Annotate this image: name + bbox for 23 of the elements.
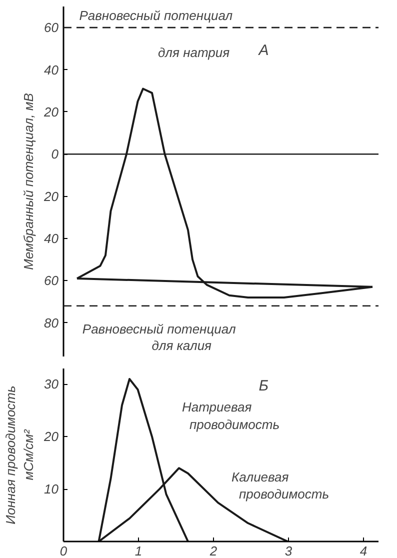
ref-line-label: Равновесный потенциал для калия [82, 322, 236, 354]
y-tick-label: 20 [43, 429, 60, 444]
y-tick-label: 10 [44, 482, 60, 497]
y-tick-label: 60 [44, 273, 60, 288]
y-axis-title: Мембранный потенциал, мВ [21, 92, 36, 270]
series-label: Калиевая проводимость [232, 469, 330, 502]
y-tick-label: 20 [43, 104, 60, 120]
annotation: А [258, 42, 269, 59]
y-tick-label: 30 [44, 376, 60, 392]
text: Натриевая проводимость [182, 400, 280, 432]
y-tick-label: 0 [51, 146, 60, 162]
text: Равновесный потенциал для натрия [79, 8, 233, 60]
annotation: Б [258, 377, 269, 394]
y-axis-title: Ионная проводимость мСм/см² [3, 385, 36, 524]
y-tick-label: 80 [44, 315, 60, 330]
y-tick-label: 60 [44, 20, 60, 36]
x-tick-label: 1 [134, 544, 142, 558]
x-tick-label: 3 [284, 544, 293, 558]
y-tick-label: 40 [44, 230, 60, 246]
x-tick-label: 4 [360, 544, 368, 558]
y-tick-label: 40 [44, 62, 60, 78]
y-tick-label: 20 [43, 188, 60, 204]
x-tick-label: 2 [208, 544, 218, 558]
